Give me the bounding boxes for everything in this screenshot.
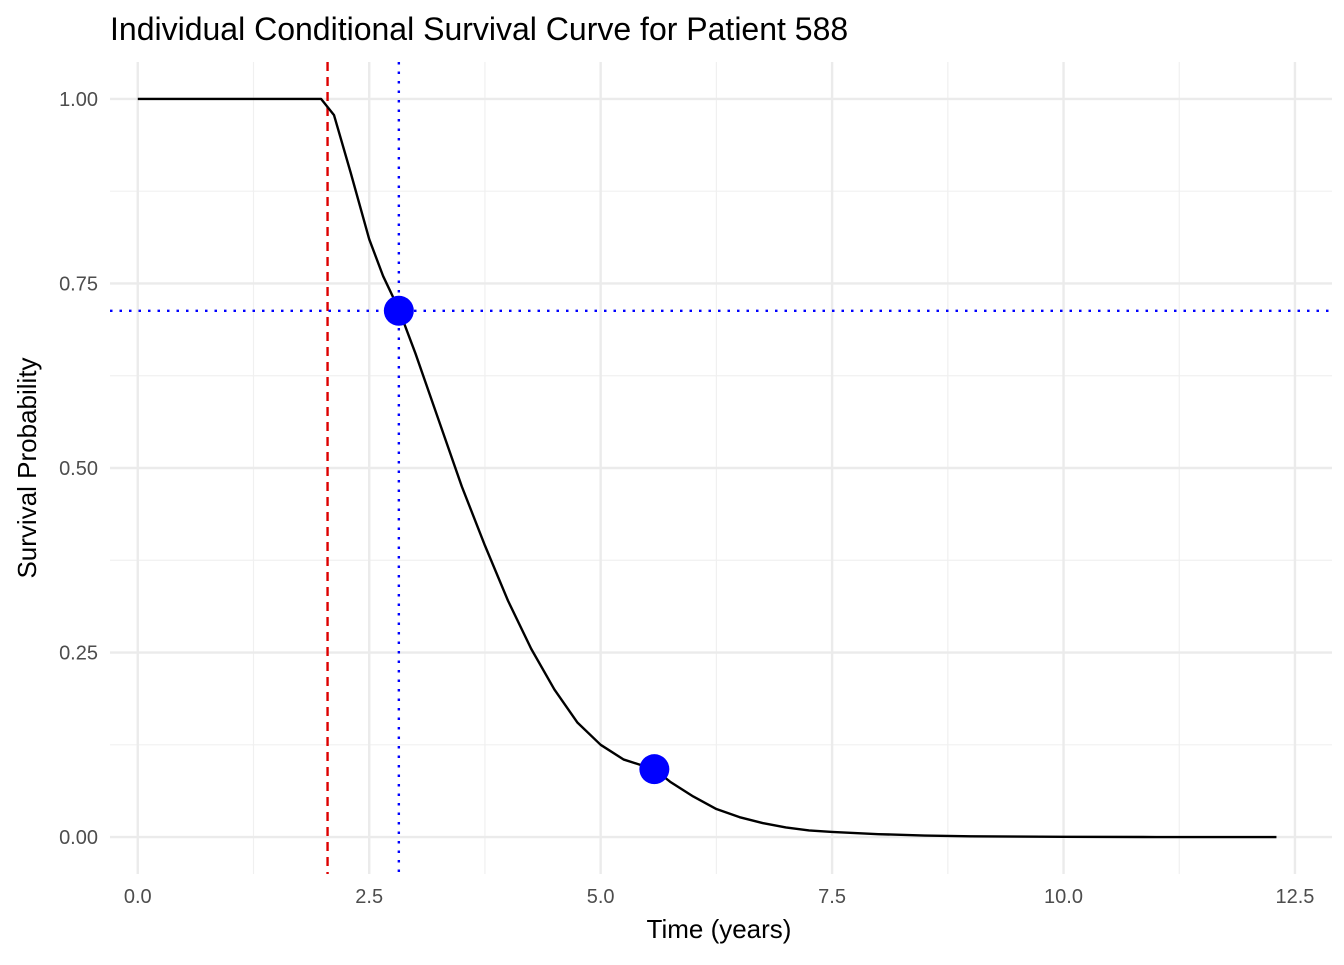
x-tick-label: 5.0 [587, 886, 615, 908]
points-layer [383, 295, 670, 785]
y-tick-label: 0.25 [59, 643, 98, 665]
x-tick-label: 10.0 [1044, 886, 1083, 908]
y-tick-label: 1.00 [59, 89, 98, 111]
grid-major [110, 62, 1332, 874]
x-tick-label: 0.0 [124, 886, 152, 908]
x-tick-label: 7.5 [818, 886, 846, 908]
highlight-point [639, 754, 670, 785]
survival-curve-line [137, 97, 1277, 839]
x-axis-title: Time (years) [647, 914, 792, 944]
reference-lines [110, 62, 1332, 874]
series-layer [137, 97, 1277, 839]
y-tick-label: 0.00 [59, 827, 98, 849]
x-axis-ticks: 0.0 2.5 5.0 7.5 10.0 12.5 [124, 886, 1315, 908]
y-tick-label: 0.75 [59, 273, 98, 295]
highlight-point [383, 295, 414, 326]
y-axis-title: Survival Probability [12, 357, 42, 578]
y-tick-label: 0.50 [59, 458, 98, 480]
chart-title: Individual Conditional Survival Curve fo… [110, 11, 848, 47]
x-tick-label: 12.5 [1276, 886, 1315, 908]
x-tick-label: 2.5 [355, 886, 383, 908]
y-axis-ticks: 0.00 0.25 0.50 0.75 1.00 [59, 89, 98, 849]
